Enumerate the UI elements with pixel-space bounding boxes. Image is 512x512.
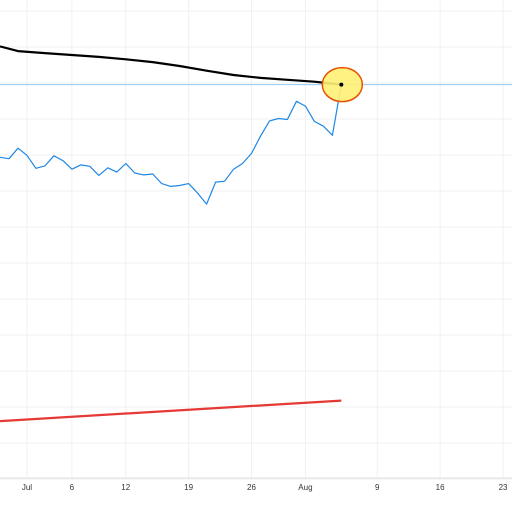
highlight-point bbox=[339, 82, 344, 87]
x-tick-label: 6 bbox=[70, 483, 75, 492]
x-tick-label: Aug bbox=[298, 483, 312, 492]
series-line-3 bbox=[0, 399, 342, 423]
x-tick-label: 9 bbox=[375, 483, 380, 492]
x-ticks: Jul 6 12 19 26 Aug 9 16 23 bbox=[22, 483, 508, 492]
series-group bbox=[0, 45, 342, 423]
x-tick-label: 23 bbox=[499, 483, 508, 492]
grid bbox=[0, 0, 512, 480]
x-tick-label: Jul bbox=[22, 483, 32, 492]
x-tick-label: 12 bbox=[121, 483, 130, 492]
series-line-1 bbox=[0, 45, 342, 86]
x-tick-label: 19 bbox=[184, 483, 193, 492]
highlight-group bbox=[321, 66, 364, 103]
x-tick-label: 26 bbox=[247, 483, 256, 492]
x-tick-label: 16 bbox=[436, 483, 445, 492]
series-line-2 bbox=[0, 84, 342, 205]
